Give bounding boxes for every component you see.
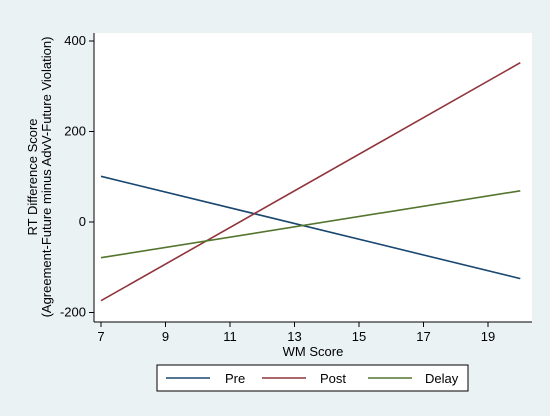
plot-area (94, 33, 532, 322)
x-tick-label: 17 (416, 329, 430, 344)
y-tick-label: -200 (60, 305, 86, 320)
y-tick-label: 0 (79, 214, 86, 229)
x-tick-label: 15 (352, 329, 366, 344)
legend: Pre Post Delay (156, 364, 469, 392)
x-axis-title: WM Score (283, 344, 344, 359)
y-axis-title-line-2: (Agreement-Future minus AdvV-Future Viol… (39, 37, 54, 318)
legend-label-post: Post (320, 371, 346, 386)
x-tick-label: 11 (223, 329, 237, 344)
legend-label-pre: Pre (225, 371, 245, 386)
series-line-delay (100, 190, 521, 259)
x-tick-label: 7 (97, 329, 104, 344)
series-line-post (100, 62, 521, 302)
x-axis: 7 9 11 13 15 17 19 (94, 321, 532, 344)
y-axis: -200 0 200 400 (60, 33, 95, 322)
y-axis-title-line-1: RT Difference Score (25, 118, 40, 235)
x-tick-label: 9 (162, 329, 169, 344)
series-lines (100, 62, 521, 302)
x-tick-label: 19 (481, 329, 495, 344)
x-tick-label: 13 (287, 329, 301, 344)
series-line-pre (100, 175, 521, 280)
y-tick-label: 400 (64, 33, 86, 48)
y-tick-label: 200 (64, 124, 86, 139)
legend-label-delay: Delay (425, 371, 459, 386)
